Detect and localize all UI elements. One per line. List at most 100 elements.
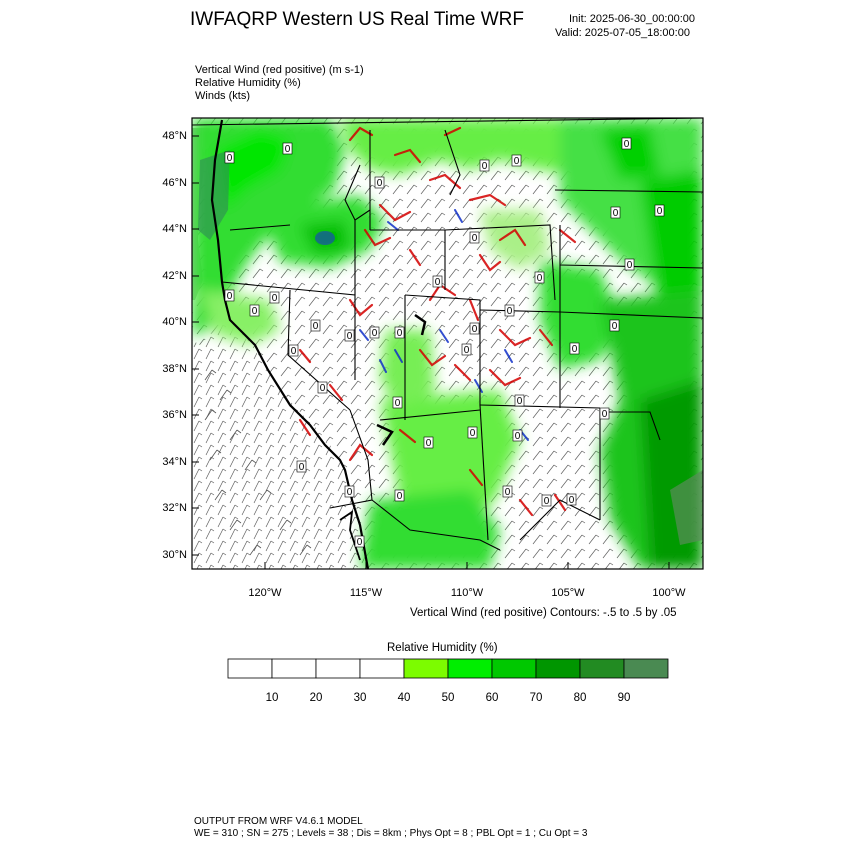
svg-text:0: 0: [252, 306, 258, 317]
svg-text:0: 0: [627, 260, 633, 271]
field-label-winds: Winds (kts): [195, 90, 250, 102]
svg-text:0: 0: [472, 233, 478, 244]
colorbar-swatch: [359, 658, 405, 679]
state-boundaries: [192, 118, 703, 551]
model-config-note: WE = 310 ; SN = 275 ; Levels = 38 ; Dis …: [194, 828, 588, 839]
lat-label: 34°N: [162, 456, 187, 468]
svg-text:0: 0: [517, 396, 523, 407]
lon-label: 105°W: [551, 587, 585, 599]
colorbar-tick-label: 90: [618, 692, 631, 704]
colorbar-swatch: [623, 658, 669, 679]
coastline: [210, 119, 370, 569]
svg-text:0: 0: [397, 328, 403, 339]
field-label-relative-humidity: Relative Humidity (%): [195, 77, 301, 89]
svg-text:0: 0: [395, 398, 401, 409]
lon-label: 110°W: [451, 587, 484, 599]
svg-text:0: 0: [515, 431, 521, 442]
colorbar-tick-label: 70: [530, 692, 543, 704]
init-time: Init: 2025-06-30_00:00:00: [569, 13, 695, 25]
colorbar-tick-label: 20: [310, 692, 323, 704]
svg-text:0: 0: [602, 409, 608, 420]
svg-text:0: 0: [313, 321, 319, 332]
svg-text:0: 0: [272, 293, 278, 304]
contour-note: Vertical Wind (red positive) Contours: -…: [410, 607, 677, 619]
colorbar-tick-label: 40: [398, 692, 411, 704]
dark-green-zone: [198, 150, 230, 240]
colorbar-swatch: [315, 658, 361, 679]
svg-text:0: 0: [320, 383, 326, 394]
lat-label: 42°N: [162, 270, 187, 282]
valid-time: Valid: 2025-07-05_18:00:00: [555, 27, 690, 39]
svg-text:0: 0: [612, 321, 618, 332]
model-output-note: OUTPUT FROM WRF V4.6.1 MODEL: [194, 816, 363, 827]
svg-text:0: 0: [613, 208, 619, 219]
zero-contour-labels: 0 0 0 0 0 0 0 0 0 0 0 0 0 0 0 0 0 0 0 0: [224, 137, 665, 548]
map-title: IWFAQRP Western US Real Time WRF: [190, 9, 524, 30]
pacific-ocean: [192, 320, 368, 569]
colorbar-tick-label: 60: [486, 692, 499, 704]
lat-label: 36°N: [162, 409, 187, 421]
colorbar-tick-label: 50: [442, 692, 455, 704]
colorbar-swatch: [579, 658, 625, 679]
svg-text:0: 0: [569, 495, 575, 506]
lon-label: 100°W: [652, 587, 686, 599]
svg-text:0: 0: [514, 156, 520, 167]
lat-label: 48°N: [162, 130, 187, 142]
svg-text:0: 0: [482, 161, 488, 172]
colorbar-swatch: [447, 658, 493, 679]
vertical-wind-contours: [298, 126, 577, 517]
latitude-labels: 48°N 46°N 44°N 42°N 40°N 38°N 36°N 34°N …: [162, 130, 187, 561]
low-rh-spot: [315, 231, 335, 245]
colorbar-swatch: [271, 658, 317, 679]
colorbar-swatch: [535, 658, 581, 679]
svg-text:0: 0: [227, 291, 233, 302]
svg-text:0: 0: [426, 438, 432, 449]
lat-label: 46°N: [162, 177, 187, 189]
svg-text:0: 0: [464, 345, 470, 356]
svg-text:0: 0: [537, 273, 543, 284]
field-label-vertical-wind: Vertical Wind (red positive) (m s-1): [195, 64, 364, 76]
lat-label: 32°N: [162, 502, 187, 514]
great-salt-lake-outline: [414, 313, 427, 336]
colorbar-tick-labels: 10 20 30 40 50 60 70 80 90: [266, 692, 631, 704]
svg-text:0: 0: [544, 496, 550, 507]
colorbar-swatch: [403, 658, 449, 679]
wind-barbs: [204, 369, 312, 556]
svg-text:0: 0: [470, 428, 476, 439]
svg-text:0: 0: [397, 491, 403, 502]
svg-text:0: 0: [347, 331, 353, 342]
colorbar-title: Relative Humidity (%): [387, 642, 498, 654]
svg-text:0: 0: [291, 346, 297, 357]
lat-label: 40°N: [162, 316, 187, 328]
colorbar-tick-label: 80: [574, 692, 587, 704]
colorbar-tick-label: 30: [354, 692, 367, 704]
svg-text:0: 0: [657, 206, 663, 217]
dark-green-zone-southeast: [670, 470, 703, 545]
longitude-labels: 120°W 115°W 110°W 105°W 100°W: [248, 587, 686, 599]
svg-text:0: 0: [285, 144, 291, 155]
colorbar-swatch: [491, 658, 537, 679]
svg-text:0: 0: [372, 328, 378, 339]
svg-text:0: 0: [357, 537, 363, 548]
svg-text:0: 0: [505, 487, 511, 498]
map-frame: [191, 117, 704, 570]
svg-text:0: 0: [472, 324, 478, 335]
lat-label: 30°N: [162, 549, 187, 561]
svg-text:0: 0: [507, 306, 513, 317]
colorbar-tick-label: 10: [266, 692, 279, 704]
axis-ticks: [192, 135, 670, 569]
lon-label: 120°W: [248, 587, 282, 599]
lon-label: 115°W: [350, 587, 383, 599]
svg-text:0: 0: [299, 462, 305, 473]
svg-text:0: 0: [377, 178, 383, 189]
lat-label: 38°N: [162, 363, 187, 375]
lake-mead-outline: [376, 423, 394, 446]
svg-text:0: 0: [435, 277, 441, 288]
svg-text:0: 0: [572, 344, 578, 355]
svg-text:0: 0: [624, 139, 630, 150]
lat-label: 44°N: [162, 223, 187, 235]
colorbar: [227, 658, 669, 679]
svg-text:0: 0: [347, 487, 353, 498]
map-panel: 0 0 0 0 0 0 0 0 0 0 0 0 0 0 0 0 0 0 0 0: [192, 118, 703, 569]
